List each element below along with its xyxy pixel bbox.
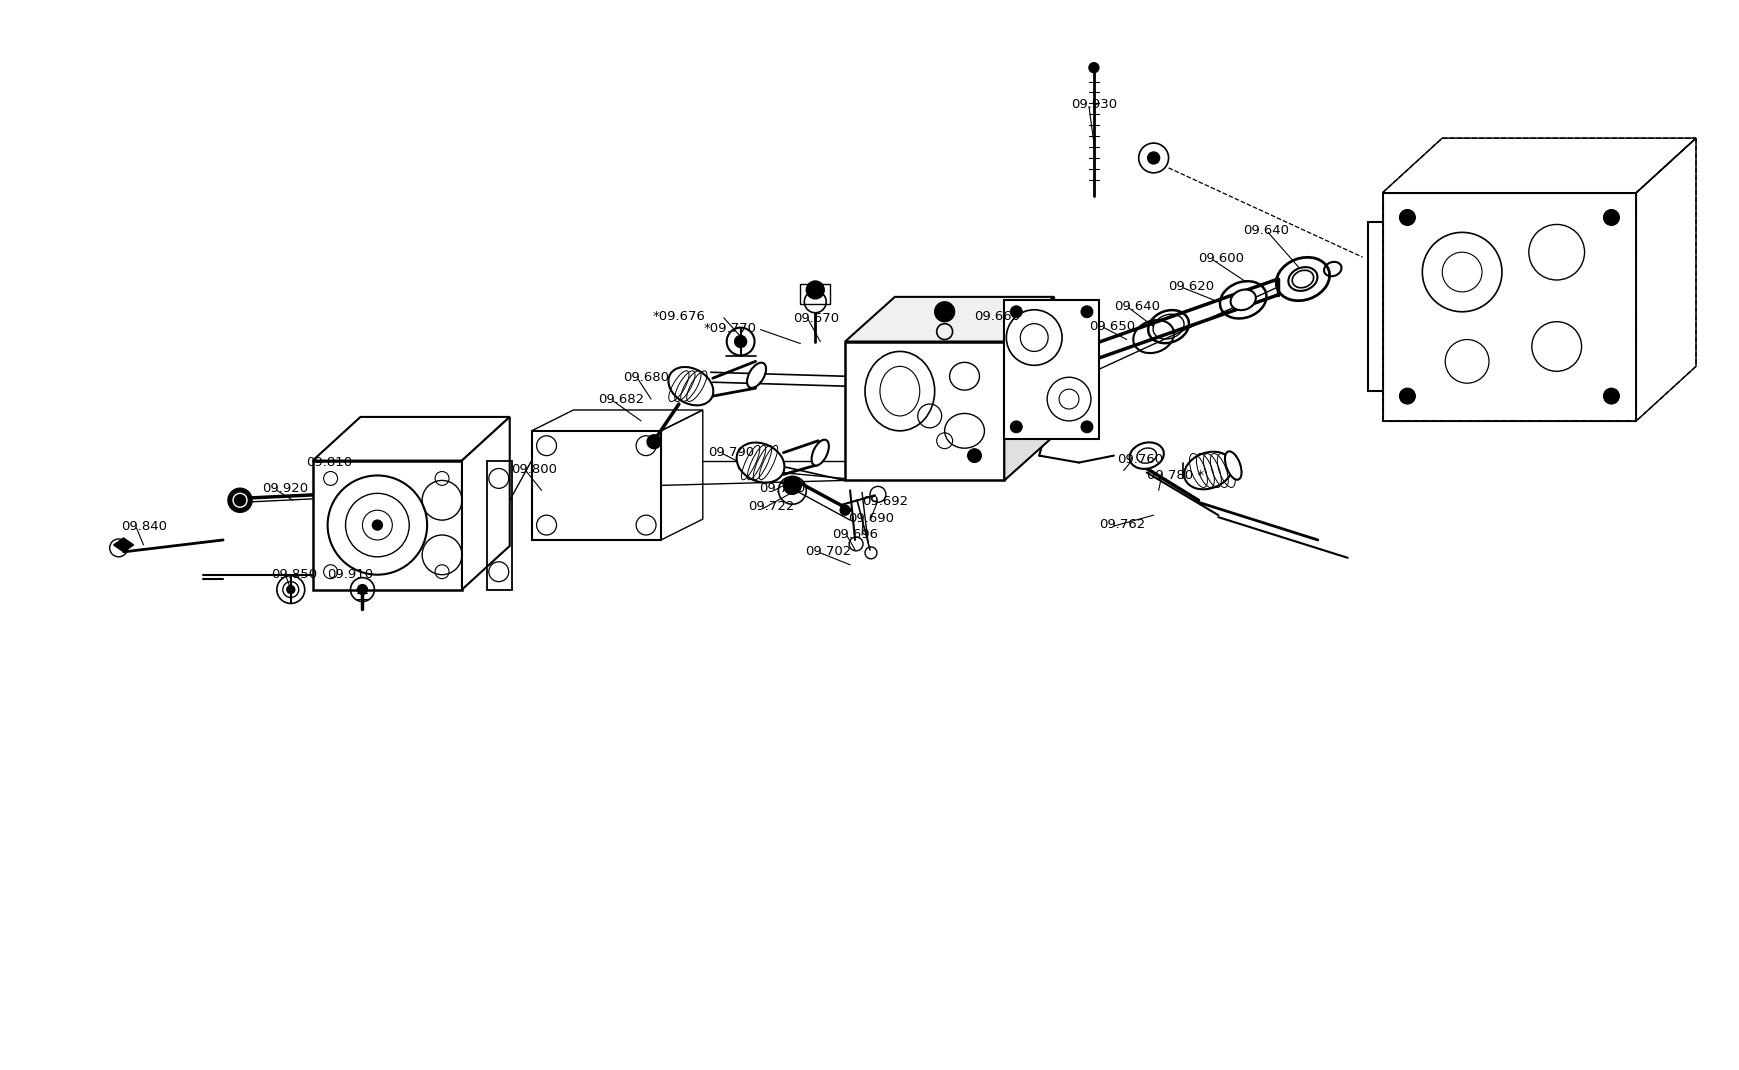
Ellipse shape — [736, 443, 784, 483]
Circle shape — [372, 520, 383, 530]
Bar — [1383, 193, 1635, 421]
Circle shape — [805, 281, 824, 299]
Text: 09.780 *: 09.780 * — [1146, 469, 1203, 482]
Circle shape — [287, 585, 294, 594]
Text: 09.720: 09.720 — [760, 483, 805, 495]
Text: 09.762: 09.762 — [1099, 518, 1144, 531]
Circle shape — [1603, 388, 1619, 404]
Text: 09.910: 09.910 — [327, 568, 374, 581]
Text: 09.850: 09.850 — [271, 568, 316, 581]
Text: 09.680: 09.680 — [623, 371, 670, 384]
Circle shape — [734, 336, 746, 348]
Bar — [1003, 300, 1099, 439]
Circle shape — [967, 448, 981, 462]
Text: 09.722: 09.722 — [748, 501, 795, 514]
Text: 09.692: 09.692 — [861, 495, 908, 508]
Text: 09.696: 09.696 — [831, 529, 878, 541]
Text: 09.840: 09.840 — [122, 520, 167, 533]
Ellipse shape — [1287, 268, 1316, 291]
Circle shape — [934, 302, 955, 322]
Ellipse shape — [668, 367, 713, 406]
Text: *09.770: *09.770 — [703, 322, 756, 335]
Circle shape — [1089, 63, 1099, 73]
Text: 09.660: 09.660 — [974, 310, 1019, 323]
Text: 09.620: 09.620 — [1169, 280, 1214, 293]
Circle shape — [647, 434, 661, 448]
Text: 09.790: 09.790 — [708, 446, 753, 459]
Text: 09.800: 09.800 — [511, 462, 556, 475]
Circle shape — [840, 505, 850, 515]
Polygon shape — [113, 538, 134, 552]
Ellipse shape — [1224, 452, 1242, 479]
Polygon shape — [461, 417, 510, 590]
Circle shape — [783, 476, 802, 494]
Text: 09.650: 09.650 — [1089, 320, 1134, 333]
Circle shape — [1010, 306, 1023, 318]
Bar — [487, 460, 511, 590]
Circle shape — [1010, 421, 1023, 432]
Text: 09.640: 09.640 — [1242, 225, 1289, 238]
Polygon shape — [845, 296, 1054, 341]
Circle shape — [1080, 421, 1092, 432]
Text: 09.640: 09.640 — [1113, 300, 1160, 312]
Text: 09.920: 09.920 — [263, 483, 308, 495]
Circle shape — [228, 488, 252, 513]
Text: 09.930: 09.930 — [1071, 98, 1116, 111]
Bar — [313, 460, 461, 590]
Text: 09.702: 09.702 — [805, 545, 850, 557]
Text: *09.676: *09.676 — [652, 310, 706, 323]
Bar — [845, 341, 1003, 480]
Text: 09.600: 09.600 — [1198, 253, 1243, 265]
Bar — [800, 284, 830, 304]
Ellipse shape — [1129, 442, 1163, 469]
Text: 09.670: 09.670 — [793, 311, 838, 325]
Bar — [1383, 193, 1635, 421]
Ellipse shape — [1229, 290, 1256, 310]
Circle shape — [1398, 388, 1414, 404]
Circle shape — [1148, 152, 1158, 164]
Bar — [1383, 193, 1635, 421]
Ellipse shape — [746, 363, 765, 387]
Text: 09.682: 09.682 — [598, 393, 643, 407]
Text: 09.690: 09.690 — [847, 513, 894, 525]
Circle shape — [1603, 210, 1619, 226]
Ellipse shape — [1184, 452, 1231, 489]
Polygon shape — [1003, 296, 1054, 480]
Polygon shape — [313, 417, 510, 460]
Text: 09.760: 09.760 — [1116, 453, 1162, 465]
Circle shape — [1080, 306, 1092, 318]
Circle shape — [1398, 210, 1414, 226]
Ellipse shape — [810, 440, 828, 465]
Bar — [532, 431, 661, 540]
Circle shape — [356, 584, 367, 595]
Text: 09.810: 09.810 — [306, 456, 351, 469]
